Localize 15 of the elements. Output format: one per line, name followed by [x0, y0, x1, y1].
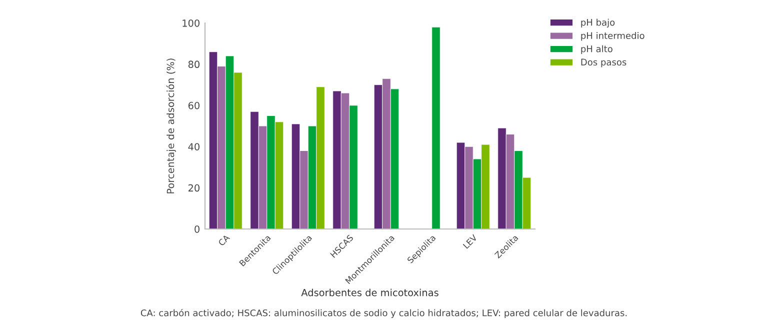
- text: CA: carbón activado; HSCAS: aluminosilicatos de sodio y calcio hidratados; LEV: pared celular de levaduras.: [140, 308, 627, 318]
- y-axis-title: Porcentaje de adsorción (%): [166, 58, 176, 194]
- bar: [432, 26, 440, 229]
- legend-label: pH bajo: [581, 18, 615, 28]
- y-tick-label: 40: [188, 143, 200, 150]
- y-tick-label: 60: [188, 102, 200, 110]
- y-tick-label: 20: [188, 184, 200, 192]
- y-tick-label: 80: [188, 60, 200, 68]
- legend-label: Dos pasos: [581, 58, 626, 68]
- legend-label: pH alto: [581, 45, 612, 54]
- x-axis-title: Adsorbentes de micotoxinas: [301, 288, 438, 296]
- x-tick-label: CA: [218, 234, 230, 246]
- y-tick-label: 0: [194, 225, 200, 233]
- legend-label: pH intermedio: [581, 32, 644, 41]
- y-tick-label: 100: [182, 19, 200, 27]
